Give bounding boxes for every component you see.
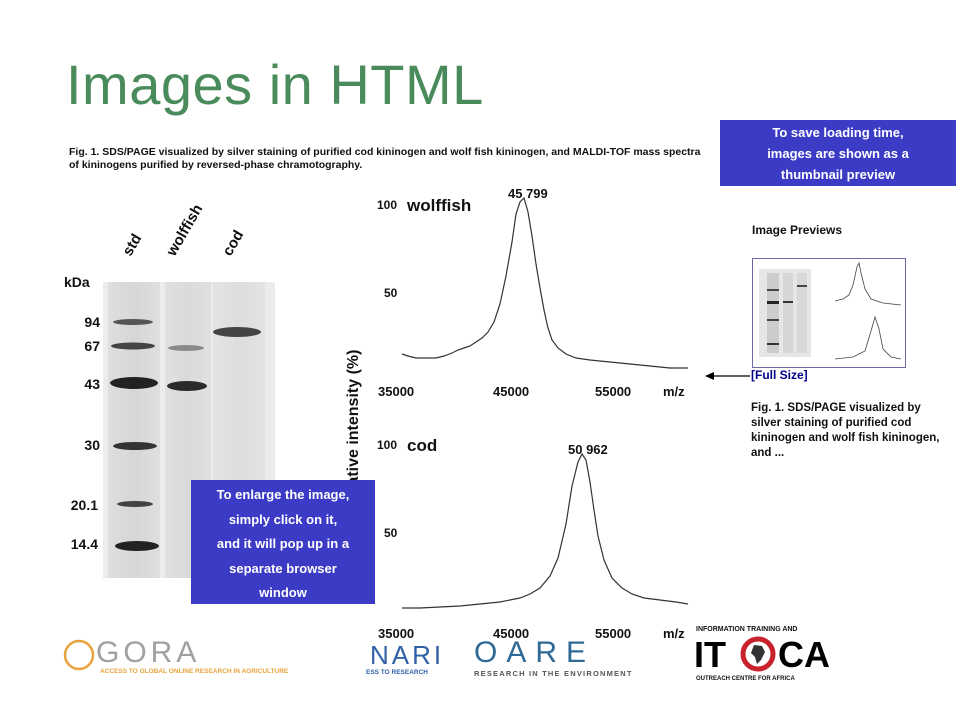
- gel-lane-label: cod: [219, 227, 248, 259]
- agora-name: GORA: [96, 636, 201, 669]
- previews-heading: Image Previews: [752, 223, 843, 237]
- hinari-tagline: ESS TO RESEARCH: [366, 669, 429, 676]
- agora-tagline: ACCESS TO GLOBAL ONLINE RESEARCH IN AGRI…: [100, 668, 289, 675]
- kda-marker: 67: [84, 338, 100, 354]
- figure-caption: Fig. 1. SDS/PAGE visualized by silver st…: [69, 146, 701, 171]
- itoca-top-text: INFORMATION TRAINING AND: [696, 626, 798, 633]
- callout-line: thumbnail preview: [780, 167, 896, 182]
- arrow-left-icon: [705, 372, 750, 380]
- bottom-x-unit: m/z: [663, 626, 685, 640]
- bottom-y-tick: 100: [377, 438, 397, 452]
- gel-unit-label: kDa: [64, 274, 90, 290]
- agora-circle-icon: [63, 639, 95, 671]
- bottom-y-tick: 50: [384, 526, 398, 540]
- top-x-tick: 55000: [595, 384, 631, 399]
- hinari-name: NARI: [370, 640, 445, 670]
- africa-globe-icon: [740, 636, 776, 672]
- hinari-logo: NARI ESS TO RESEARCH: [366, 640, 446, 680]
- bottom-x-tick: 55000: [595, 626, 631, 640]
- kda-marker: 14.4: [70, 536, 98, 552]
- slide-title: Images in HTML: [66, 53, 484, 116]
- kda-marker: 20.1: [70, 497, 98, 513]
- itoca-name-right: CA: [778, 634, 830, 675]
- mass-spectra: Relative intensity (%) 100 50 wolffish 4…: [345, 186, 689, 640]
- bottom-species-label: cod: [407, 436, 437, 455]
- kda-marker: 94: [84, 314, 100, 330]
- oare-logo: OARE RESEARCH IN THE ENVIRONMENT: [472, 636, 652, 680]
- itoca-name-left: IT: [694, 634, 726, 675]
- oare-tagline: RESEARCH IN THE ENVIRONMENT: [474, 669, 633, 678]
- itoca-bottom-text: OUTREACH CENTRE FOR AFRICA: [696, 676, 795, 682]
- top-x-tick: 35000: [378, 384, 414, 399]
- gel-lane-label: wolffish: [163, 201, 207, 259]
- preview-caption: Fig. 1. SDS/PAGE visualized by silver st…: [751, 402, 940, 459]
- full-size-link[interactable]: [Full Size]: [751, 368, 808, 382]
- callout-line: To save loading time,: [772, 125, 904, 140]
- callout-line: window: [259, 585, 307, 600]
- callout-line: and it will pop up in a: [216, 536, 350, 551]
- itoca-logo: INFORMATION TRAINING AND IT CA OUTREACH …: [690, 626, 840, 686]
- top-peak-label: 45 799: [508, 186, 548, 201]
- bottom-peak-label: 50 962: [568, 442, 608, 457]
- oare-name: OARE: [474, 636, 596, 669]
- bottom-x-tick: 35000: [378, 626, 414, 640]
- top-y-tick: 50: [384, 286, 398, 300]
- agora-logo: GORA ACCESS TO GLOBAL ONLINE RESEARCH IN…: [62, 636, 312, 680]
- enlarge-callout: To enlarge the image, simply click on it…: [191, 480, 375, 604]
- top-y-tick: 100: [377, 198, 397, 212]
- callout-line: simply click on it,: [228, 511, 338, 527]
- top-species-label: wolffish: [406, 196, 471, 215]
- thumbnail-callout: To save loading time, images are shown a…: [720, 120, 956, 186]
- figure-image[interactable]: std wolffish cod kDa 94 67 43 30 20.1 14…: [60, 180, 700, 640]
- thumbnail-preview[interactable]: [752, 258, 906, 368]
- top-x-tick: 45000: [493, 384, 529, 399]
- callout-line: images are shown as a: [767, 146, 909, 161]
- kda-marker: 43: [84, 376, 100, 392]
- kda-marker: 30: [84, 437, 100, 453]
- callout-line: To enlarge the image,: [216, 487, 350, 502]
- gel-lane-label: std: [119, 231, 146, 259]
- bottom-x-tick: 45000: [493, 626, 529, 640]
- top-x-unit: m/z: [663, 384, 685, 399]
- callout-line: separate browser: [229, 560, 337, 576]
- y-axis-label: Relative intensity (%): [345, 350, 362, 511]
